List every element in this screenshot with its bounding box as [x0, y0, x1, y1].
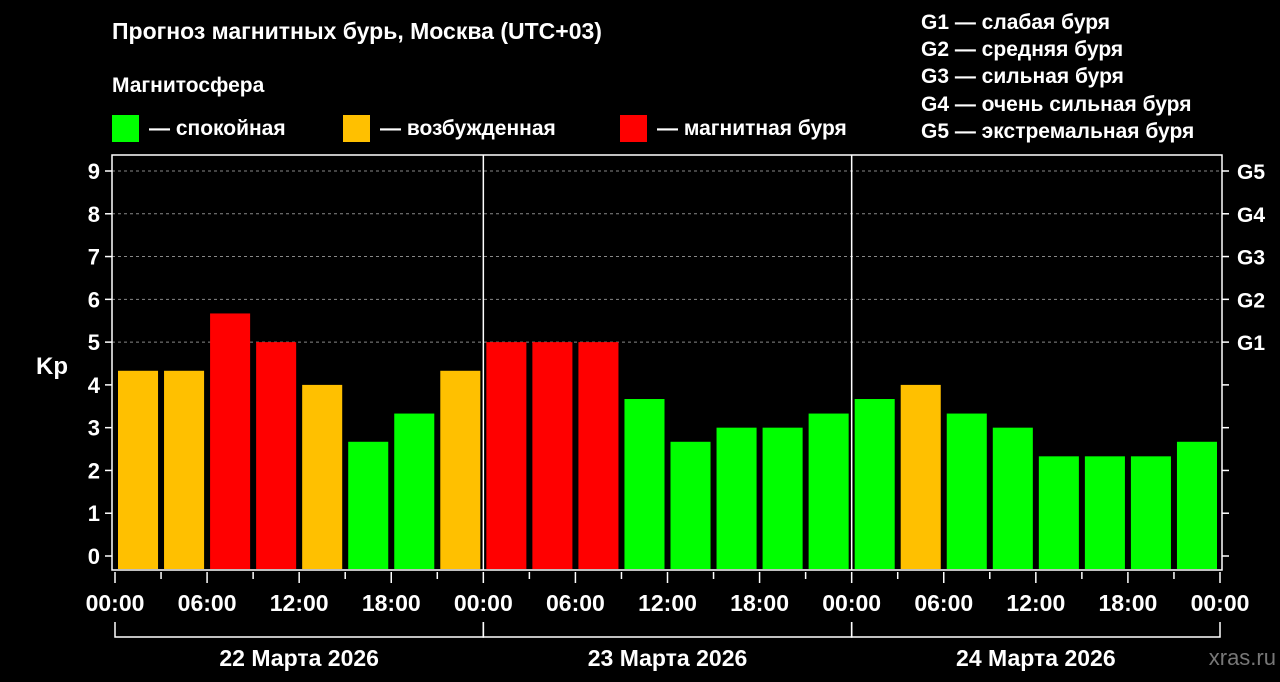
bar: [348, 441, 389, 569]
legend-item-storm: — магнитная буря: [620, 115, 847, 142]
bar: [1176, 441, 1217, 569]
bar: [532, 342, 573, 569]
x-tick-label: 06:00: [914, 590, 973, 616]
day-label: 24 Марта 2026: [956, 645, 1116, 671]
x-tick-label: 18:00: [730, 590, 789, 616]
bar: [670, 441, 711, 569]
y-tick-label: 8: [88, 202, 100, 227]
y-axis-label: Kp: [36, 353, 68, 380]
g-legend-3: G3 — сильная буря: [921, 65, 1124, 88]
x-tick-label: 00:00: [1191, 590, 1250, 616]
y-tick-label: 3: [88, 416, 100, 441]
bar: [578, 342, 619, 569]
y-tick-label: 6: [88, 287, 100, 312]
watermark: xras.ru: [1208, 645, 1276, 670]
x-tick-label: 18:00: [362, 590, 421, 616]
bar: [1084, 456, 1125, 569]
legend-label: — возбужденная: [380, 116, 556, 140]
plot-frame: [111, 154, 1223, 571]
day-label: 23 Марта 2026: [588, 645, 748, 671]
right-tick-label: G3: [1237, 247, 1265, 270]
y-tick-label: 4: [88, 373, 101, 398]
bar: [854, 399, 895, 569]
y-tick-label: 9: [88, 159, 100, 184]
bar: [486, 342, 527, 569]
bar: [762, 427, 803, 569]
right-tick-label: G4: [1237, 204, 1265, 227]
y-tick-label: 0: [88, 544, 100, 569]
legend-swatch: [620, 115, 647, 142]
bar: [118, 370, 159, 569]
x-tick-label: 12:00: [638, 590, 697, 616]
legend-title: Магнитосфера: [112, 74, 265, 97]
g-legend-1: G1 — слабая буря: [921, 11, 1111, 34]
bar: [302, 384, 343, 569]
x-tick-label: 12:00: [270, 590, 329, 616]
legend-item-calm: — спокойная: [112, 115, 286, 142]
g-legend-5: G5 — экстремальная буря: [921, 120, 1195, 143]
bar: [808, 413, 849, 569]
bar: [394, 413, 435, 569]
bar: [624, 399, 665, 569]
day-bracket: [482, 622, 853, 638]
legend-swatch: [343, 115, 370, 142]
y-tick-label: 5: [88, 330, 100, 355]
right-tick-label: G2: [1237, 289, 1265, 312]
g-legend-2: G2 — средняя буря: [921, 38, 1124, 61]
legend-label: — магнитная буря: [657, 116, 847, 140]
y-tick-label: 1: [88, 501, 100, 526]
x-tick-label: 06:00: [546, 590, 605, 616]
chart-title: Прогноз магнитных бурь, Москва (UTC+03): [112, 18, 602, 44]
bar: [900, 384, 941, 569]
right-tick-label: G5: [1237, 161, 1265, 184]
y-tick-label: 7: [88, 245, 100, 270]
y-tick-label: 2: [88, 458, 100, 483]
bar: [440, 370, 481, 569]
x-tick-label: 00:00: [86, 590, 145, 616]
x-tick-label: 06:00: [178, 590, 237, 616]
bar: [164, 370, 205, 569]
x-tick-label: 12:00: [1006, 590, 1065, 616]
legend-label: — спокойная: [149, 116, 286, 140]
bar: [716, 427, 757, 569]
bar: [1130, 456, 1171, 569]
right-tick-label: G1: [1237, 332, 1265, 355]
bar: [1038, 456, 1079, 569]
x-tick-label: 00:00: [454, 590, 513, 616]
x-tick-label: 18:00: [1099, 590, 1158, 616]
bar: [946, 413, 987, 569]
day-label: 22 Марта 2026: [219, 645, 379, 671]
bar: [256, 342, 297, 569]
bar: [992, 427, 1033, 569]
day-bracket: [114, 622, 485, 638]
g-legend-4: G4 — очень сильная буря: [921, 93, 1192, 116]
bar: [210, 313, 251, 569]
day-bracket: [850, 622, 1221, 638]
legend-item-excited: — возбужденная: [343, 115, 556, 142]
x-tick-label: 00:00: [822, 590, 881, 616]
legend-swatch: [112, 115, 139, 142]
